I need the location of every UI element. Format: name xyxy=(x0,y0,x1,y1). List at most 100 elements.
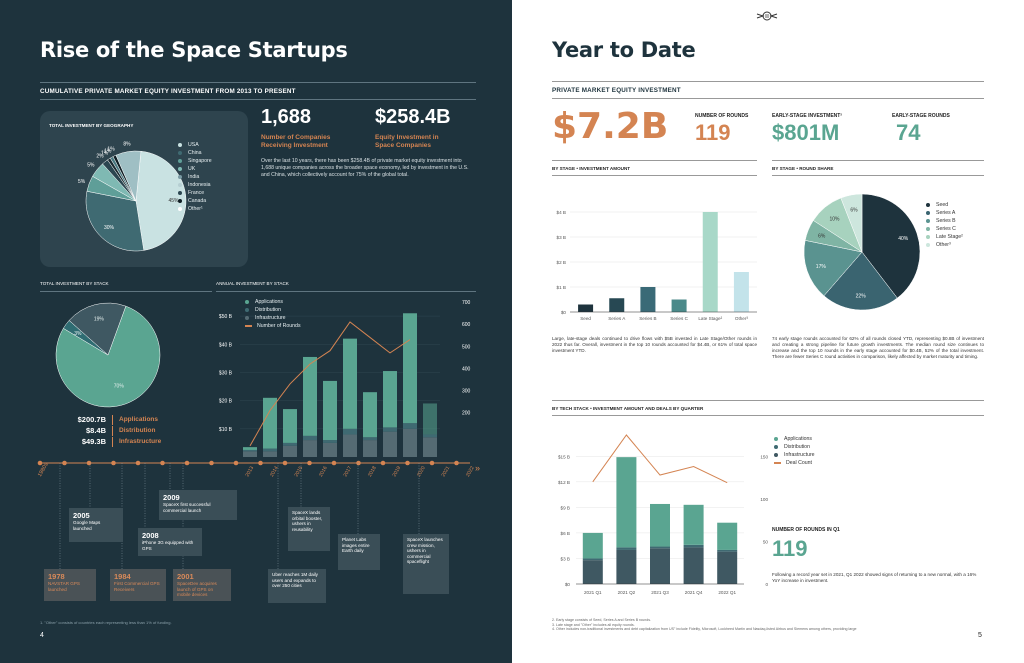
legend-swatch xyxy=(178,167,182,171)
legend-label: Number of Rounds xyxy=(257,323,301,329)
page-number: 4 xyxy=(40,632,44,639)
divider xyxy=(552,98,984,99)
event-2001: 2001 SpaceDev acquires launch of GPS on m… xyxy=(173,569,231,601)
legend-swatch xyxy=(926,203,930,207)
q1-rounds-value: 119 xyxy=(772,536,808,561)
pie-label: 6% xyxy=(818,234,826,240)
legend-item: Infrastructure xyxy=(774,451,815,459)
bar-distribution-2022 xyxy=(423,434,437,438)
bar-infrastructure-2021 Q3 xyxy=(650,548,670,584)
x-tick-label: Seed xyxy=(580,316,591,321)
pie-label: 45% xyxy=(168,198,179,204)
kpi-investment-label: Equity Investment in Space Companies xyxy=(375,134,439,149)
page-title: Rise of the Space Startups xyxy=(40,38,348,62)
legend-swatch xyxy=(926,219,930,223)
tech-stack-legend: Applications Distribution Infrastructure De… xyxy=(774,435,815,467)
timeline-dot xyxy=(184,460,190,466)
x-tick-label: Series A xyxy=(608,316,626,321)
legend-label: USA xyxy=(188,142,199,148)
legend-swatch xyxy=(774,437,778,441)
legend-item: Canada xyxy=(178,197,212,205)
legend-swatch xyxy=(926,211,930,215)
legend-label: UK xyxy=(188,166,196,172)
event-1984: 1984 First Commercial GPS Receivers xyxy=(110,569,166,601)
y2-tick-label: 200 xyxy=(462,411,471,417)
bar-applications-2014 xyxy=(263,397,277,449)
divider xyxy=(552,81,984,82)
footnotes: 2. Early stage consists of Seed, Series … xyxy=(552,618,857,632)
bar-distribution-2021 Q4 xyxy=(683,544,704,548)
legend-label: Series A xyxy=(936,210,956,216)
pie-slice-China xyxy=(85,190,145,252)
event-1978: 1978 NAVSTAR GPS launched xyxy=(44,569,96,601)
early-investment-label: EARLY-STAGE INVESTMENT² xyxy=(772,113,843,119)
timeline: 2013 2014 2015 2016 2017 2018 2019 2020 2021 2022 xyxy=(37,460,476,577)
bar-distribution-2021 Q1 xyxy=(582,558,603,561)
legend-label: Series B xyxy=(936,218,956,224)
page-title: Year to Date xyxy=(552,38,696,62)
legend-label: Infrastructure xyxy=(255,315,286,321)
legend-label: Deal Count xyxy=(786,460,812,466)
timeline-year: 2020 xyxy=(416,465,427,478)
legend-label: Other³ xyxy=(936,242,951,248)
timeline-year: 2015 xyxy=(294,465,305,478)
bar-applications-2021 Q3 xyxy=(650,503,670,547)
bar-infrastructure-2019 xyxy=(363,440,377,457)
y2-tick-label: 50 xyxy=(763,539,769,544)
bar-Series C xyxy=(671,299,687,312)
bar-applications-2021 xyxy=(403,313,417,424)
bar-distribution-2021 xyxy=(403,423,417,429)
legend-swatch xyxy=(774,445,778,449)
legend-label: China xyxy=(188,150,202,156)
stage-amount-text: Large, late-stage deals continued to dri… xyxy=(552,336,757,353)
bar-applications-2021 Q1 xyxy=(582,532,603,559)
legend-swatch xyxy=(178,151,182,155)
bar-infrastructure-2022 Q1 xyxy=(717,551,738,584)
y-tick-label: $4 B xyxy=(557,210,566,215)
timeline-year: 2017 xyxy=(343,465,354,478)
timeline-dot xyxy=(405,460,410,466)
q1-rounds-label: NUMBER OF ROUNDS IN Q1 xyxy=(772,527,840,533)
bar-applications-2017 xyxy=(323,380,337,441)
bar-applications-2013 xyxy=(243,447,257,450)
legend-swatch xyxy=(245,316,249,320)
bar-applications-2018 xyxy=(343,338,357,429)
event-spacex-crew: SpaceX launches crew mission, ushers in … xyxy=(403,534,449,594)
footnote: 1. "Other" consists of countries each re… xyxy=(40,620,172,625)
stack-row-infrastructure: $49.3B Infrastructure xyxy=(81,436,162,447)
legend-label: Seed xyxy=(936,202,949,208)
legend-label: Canada xyxy=(188,198,207,204)
legend-item: Distribution xyxy=(245,306,301,314)
legend-item: Distribution xyxy=(774,443,815,451)
bar-distribution-2021 Q3 xyxy=(650,546,670,549)
rounds-label: NUMBER OF ROUNDS xyxy=(695,113,749,119)
timeline-dot xyxy=(380,460,386,466)
pie-label: 8% xyxy=(123,142,131,148)
timeline-dot xyxy=(233,460,239,466)
geography-panel: TOTAL INVESTMENT BY GEOGRAPHY 45% 30% 5% 5%… xyxy=(40,111,248,267)
section-subtitle: CUMULATIVE PRIVATE MARKET EQUITY INVESTM… xyxy=(40,88,296,95)
legend-label: Applications xyxy=(784,436,812,442)
pie-label: 1% xyxy=(101,150,109,156)
y2-tick-label: 300 xyxy=(462,389,471,395)
section-subtitle: PRIVATE MARKET EQUITY INVESTMENT xyxy=(552,87,681,94)
y-tick-label: $20 B xyxy=(219,399,233,405)
bar-applications-2021 Q4 xyxy=(683,504,704,545)
x-tick-label: Late Stage² xyxy=(698,316,722,321)
pie-label: 2% xyxy=(96,154,104,160)
legend-item: Indonesia xyxy=(178,181,212,189)
pie-slice-Series A xyxy=(823,251,898,311)
timeline-dot xyxy=(86,460,92,466)
rounds-value: 119 xyxy=(695,120,731,145)
pie-label: 5% xyxy=(78,179,86,185)
y-tick-label: $0 xyxy=(565,582,571,587)
bar-distribution-2017 xyxy=(323,440,337,443)
timeline-year: 2013 xyxy=(245,465,256,478)
timeline-year: 2022 xyxy=(465,465,476,478)
pie-slice-Other³ xyxy=(840,193,863,253)
tech-stack-heading: BY TECH STACK • INVESTMENT AMOUNT AND DE… xyxy=(552,406,704,411)
legend-item: Other¹ xyxy=(178,205,212,213)
bar-Series B xyxy=(640,287,656,312)
legend-item: France xyxy=(178,189,212,197)
legend-label: Series C xyxy=(936,226,956,232)
